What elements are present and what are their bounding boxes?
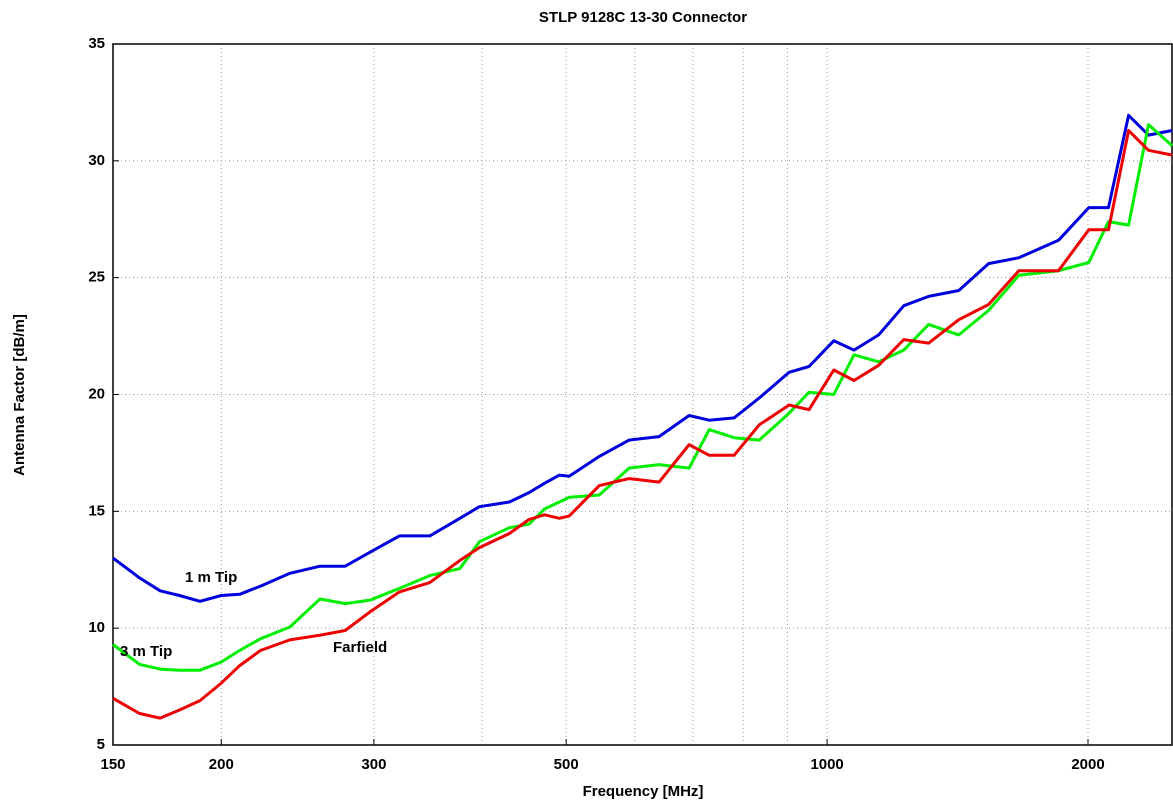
x-tick-label: 500 — [554, 756, 579, 773]
x-tick-label: 200 — [209, 756, 234, 773]
series-label: 1 m Tip — [185, 569, 237, 586]
y-tick-label: 25 — [88, 269, 105, 286]
x-tick-label: 300 — [361, 756, 386, 773]
series-label: 3 m Tip — [120, 643, 172, 660]
series-line — [112, 123, 1173, 672]
series-line — [112, 113, 1173, 603]
y-tick-label: 15 — [88, 502, 105, 519]
plot-frame — [112, 43, 1173, 746]
y-tick-label: 20 — [88, 385, 105, 402]
y-axis-label: Antenna Factor [dB/m] — [11, 314, 28, 476]
series-label: Farfield — [333, 639, 387, 656]
x-tick-label: 150 — [100, 756, 125, 773]
x-tick-label: 1000 — [810, 756, 843, 773]
y-tick-label: 5 — [97, 736, 105, 753]
y-tick-label: 35 — [88, 35, 105, 52]
y-tick-label: 10 — [88, 619, 105, 636]
x-tick-label: 2000 — [1071, 756, 1104, 773]
x-axis-label: Frequency [MHz] — [583, 783, 704, 800]
series-line — [112, 129, 1173, 720]
chart-title: STLP 9128C 13-30 Connector — [539, 9, 747, 26]
y-tick-label: 30 — [88, 152, 105, 169]
